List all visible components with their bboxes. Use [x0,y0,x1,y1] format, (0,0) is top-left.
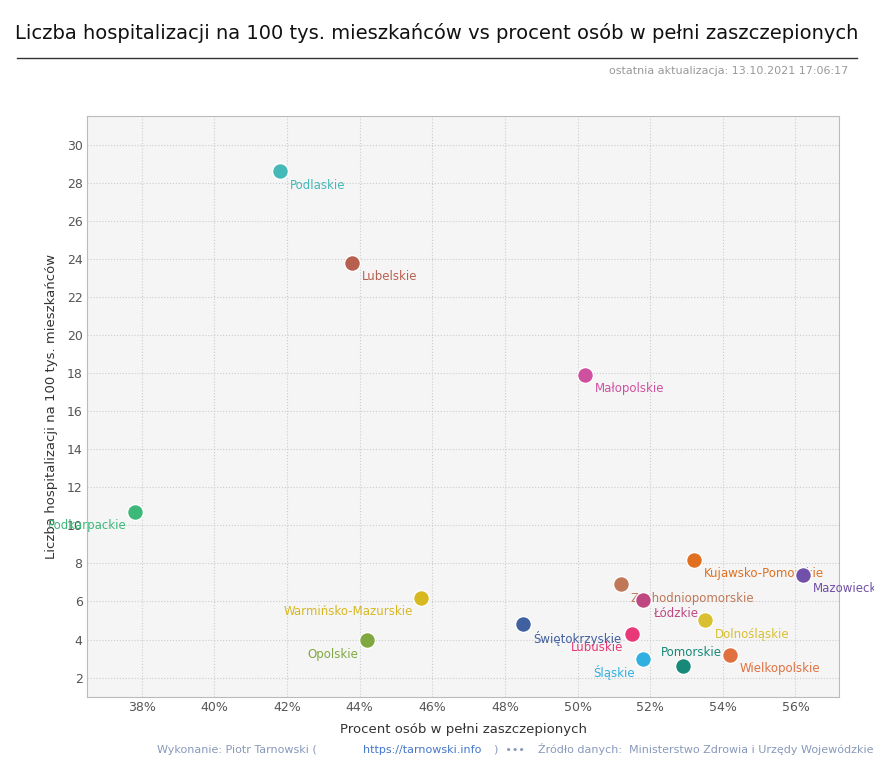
Text: Małopolskie: Małopolskie [594,382,664,396]
Text: Podkarpackie: Podkarpackie [47,519,126,533]
Point [636,652,650,665]
Text: Lubelskie: Lubelskie [362,270,418,283]
Point [625,628,639,640]
Text: ostatnia aktualizacja: 13.10.2021 17:06:17: ostatnia aktualizacja: 13.10.2021 17:06:… [608,66,848,76]
Text: Świętokrzyskie: Świętokrzyskie [533,631,621,646]
Point [128,505,142,518]
Point [697,615,711,627]
Text: Warmińsko-Mazurskie: Warmińsko-Mazurskie [284,605,413,618]
Point [345,256,359,269]
Point [578,368,592,381]
Text: Ministerstwo Zdrowia i Urzędy Wojewódzkie: Ministerstwo Zdrowia i Urzędy Wojewódzki… [629,744,874,755]
Text: Opolskie: Opolskie [308,648,358,661]
Text: Mazowieckie: Mazowieckie [813,582,874,595]
Point [687,553,701,566]
Text: Kujawsko-Pomorskie: Kujawsko-Pomorskie [704,567,823,580]
Text: Łódzkie: Łódzkie [653,607,697,620]
Text: https://tarnowski.info: https://tarnowski.info [363,745,481,755]
Point [614,578,628,591]
Text: Wielkopolskie: Wielkopolskie [739,662,821,675]
Text: Podlaskie: Podlaskie [289,179,345,192]
Text: )  •••: ) ••• [494,745,531,755]
Point [795,569,809,581]
Point [360,634,374,646]
Point [636,594,650,606]
Text: Źródło danych:: Źródło danych: [538,742,625,755]
Text: Pomorskie: Pomorskie [661,646,722,659]
Text: Zachodniopomorskie: Zachodniopomorskie [631,591,754,604]
Text: Lubuskie: Lubuskie [572,641,624,654]
Point [273,165,287,177]
Point [723,649,737,661]
Point [676,660,690,673]
X-axis label: Procent osób w pełni zaszczepionych: Procent osób w pełni zaszczepionych [340,723,586,736]
Text: Liczba hospitalizacji na 100 tys. mieszkańców vs procent osób w pełni zaszczepio: Liczba hospitalizacji na 100 tys. mieszk… [16,23,858,43]
Text: Wykonanie: Piotr Tarnowski (: Wykonanie: Piotr Tarnowski ( [157,745,317,755]
Text: Śląskie: Śląskie [593,665,635,680]
Text: Dolnośląskie: Dolnośląskie [714,628,789,641]
Point [517,618,531,631]
Point [414,591,428,604]
Y-axis label: Liczba hospitalizacji na 100 tys. mieszkańców: Liczba hospitalizacji na 100 tys. mieszk… [45,254,59,559]
